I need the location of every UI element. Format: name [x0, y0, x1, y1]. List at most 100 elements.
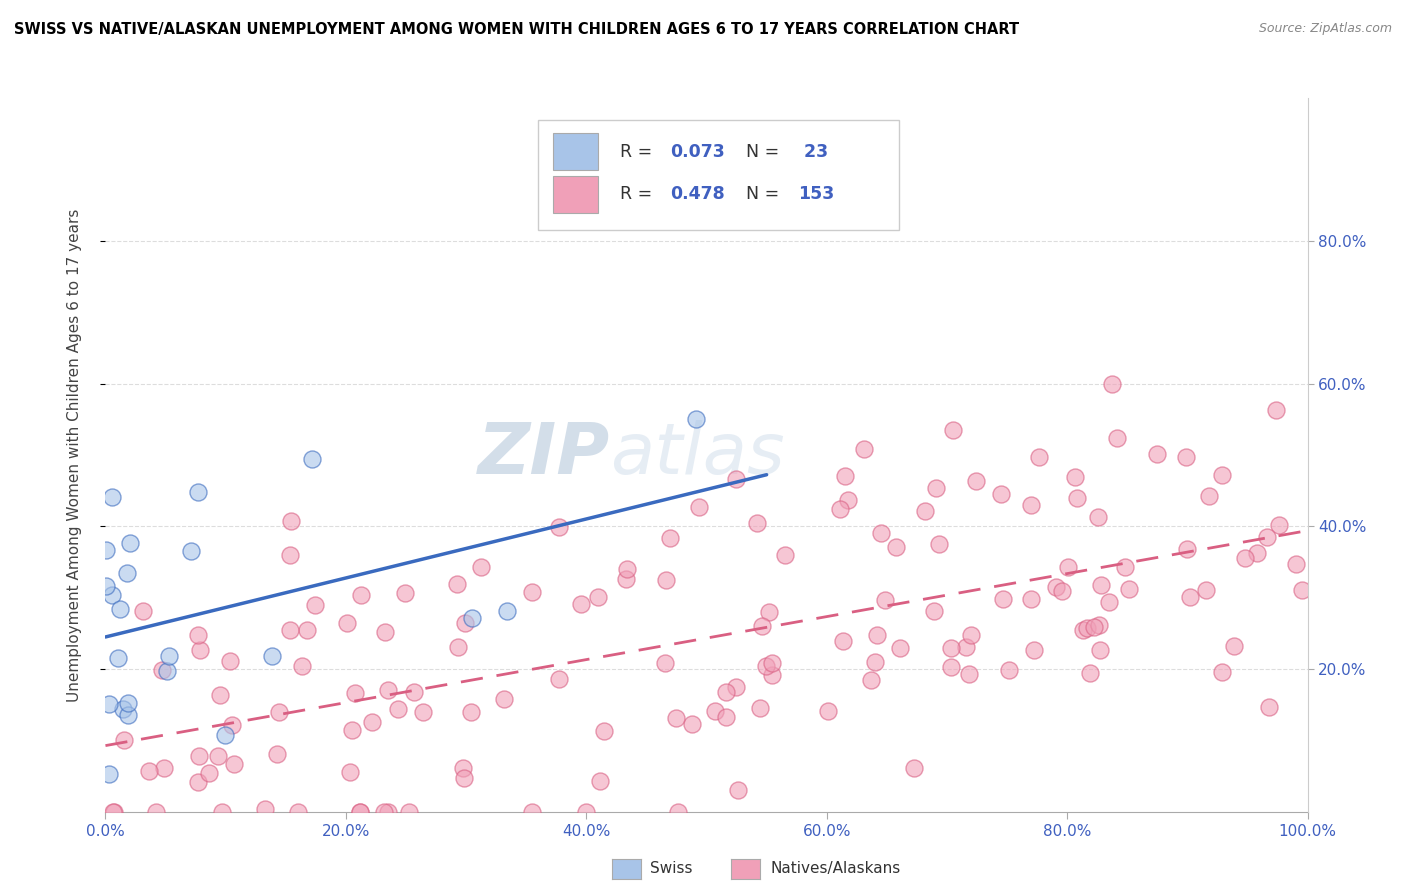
Point [659, 531, 682, 545]
Point [925, 481, 948, 495]
Point [1050, 584, 1073, 599]
Point [1174, 450, 1197, 465]
Point [267, 705, 290, 719]
Text: 23: 23 [797, 143, 828, 161]
Text: 153: 153 [797, 186, 834, 203]
Point [1090, 578, 1112, 592]
Point [266, 747, 288, 761]
Point [208, 688, 231, 702]
Point [997, 663, 1019, 677]
Point [103, 805, 125, 819]
Point [211, 805, 233, 819]
Point [1265, 403, 1288, 417]
Point [1256, 530, 1278, 544]
Point [837, 493, 859, 508]
Text: R =: R = [620, 186, 658, 203]
Point [260, 649, 283, 664]
Point [115, 566, 138, 580]
Point [112, 702, 135, 716]
Point [344, 686, 367, 700]
Point [117, 696, 139, 710]
Point [960, 628, 983, 642]
Point [655, 573, 678, 587]
Point [96, 579, 118, 593]
Point [873, 593, 896, 607]
Point [187, 627, 209, 641]
Point [863, 655, 886, 669]
Point [150, 663, 173, 677]
Point [942, 423, 965, 437]
Point [681, 716, 703, 731]
Point [685, 412, 707, 426]
Point [1101, 377, 1123, 392]
Point [1019, 591, 1042, 606]
Text: 0.073: 0.073 [671, 143, 725, 161]
Point [828, 501, 851, 516]
Point [461, 610, 484, 624]
Point [402, 685, 425, 699]
Point [939, 660, 962, 674]
Point [387, 702, 409, 716]
Point [222, 757, 245, 772]
Point [112, 733, 135, 747]
Point [373, 805, 395, 819]
Point [755, 659, 778, 673]
Point [377, 683, 399, 698]
Point [495, 604, 517, 618]
Point [1028, 450, 1050, 464]
Point [295, 623, 318, 637]
Point [207, 748, 229, 763]
Point [654, 656, 676, 670]
Point [1098, 595, 1121, 609]
Point [866, 628, 889, 642]
Text: Natives/Alaskans: Natives/Alaskans [770, 862, 901, 876]
Text: 0.478: 0.478 [671, 186, 725, 203]
Point [187, 749, 209, 764]
Point [349, 588, 371, 602]
Point [460, 705, 482, 719]
Point [1088, 618, 1111, 632]
Point [254, 802, 277, 816]
Point [218, 655, 240, 669]
Point [991, 592, 1014, 607]
Point [394, 586, 416, 600]
Point [1211, 467, 1233, 482]
Point [688, 500, 710, 514]
Point [221, 718, 243, 732]
Point [990, 487, 1012, 501]
Point [1076, 621, 1098, 635]
Point [349, 805, 371, 819]
Point [1118, 582, 1140, 597]
Point [817, 704, 839, 718]
Point [101, 490, 124, 504]
Point [1246, 546, 1268, 560]
Y-axis label: Unemployment Among Women with Children Ages 6 to 17 years: Unemployment Among Women with Children A… [67, 208, 82, 702]
Point [745, 516, 768, 530]
Point [761, 657, 783, 671]
Point [761, 667, 783, 681]
Point [716, 710, 738, 724]
Point [575, 805, 598, 819]
Point [1066, 491, 1088, 506]
Point [548, 672, 571, 686]
Point [1114, 560, 1136, 574]
Point [138, 764, 160, 778]
Point [291, 659, 314, 673]
Point [453, 771, 475, 785]
Point [301, 451, 323, 466]
Point [1211, 665, 1233, 680]
Point [965, 475, 987, 489]
Point [1285, 557, 1308, 571]
Point [1019, 498, 1042, 512]
Point [1177, 542, 1199, 557]
Point [751, 619, 773, 633]
Point [1057, 560, 1080, 574]
Point [94, 542, 117, 557]
Point [520, 805, 543, 819]
Point [832, 634, 855, 648]
Point [1105, 430, 1128, 444]
Point [614, 572, 637, 586]
Point [775, 548, 797, 562]
Point [727, 782, 749, 797]
Point [132, 604, 155, 618]
